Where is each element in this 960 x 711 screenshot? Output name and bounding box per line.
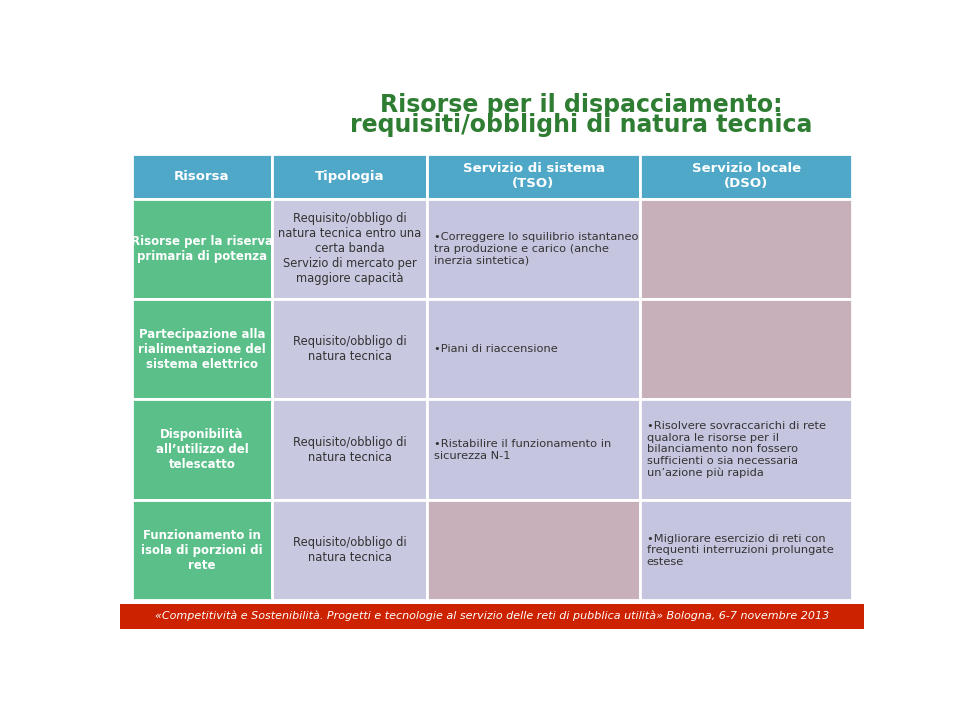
FancyBboxPatch shape xyxy=(427,198,639,299)
FancyBboxPatch shape xyxy=(273,400,427,500)
FancyBboxPatch shape xyxy=(132,198,273,299)
FancyBboxPatch shape xyxy=(132,500,273,601)
Text: Requisito/obbligo di
natura tecnica: Requisito/obbligo di natura tecnica xyxy=(293,436,406,464)
FancyBboxPatch shape xyxy=(639,299,852,400)
Text: Servizio di sistema
(TSO): Servizio di sistema (TSO) xyxy=(463,162,605,190)
FancyBboxPatch shape xyxy=(120,604,864,629)
FancyBboxPatch shape xyxy=(273,500,427,601)
FancyBboxPatch shape xyxy=(132,154,273,198)
Text: Funzionamento in
isola di porzioni di
rete: Funzionamento in isola di porzioni di re… xyxy=(141,529,263,572)
Text: •Ristabilire il funzionamento in
sicurezza N-1: •Ristabilire il funzionamento in sicurez… xyxy=(434,439,612,461)
Text: Servizio locale
(DSO): Servizio locale (DSO) xyxy=(691,162,801,190)
Text: Partecipazione alla
rialimentazione del
sistema elettrico: Partecipazione alla rialimentazione del … xyxy=(138,328,266,370)
FancyBboxPatch shape xyxy=(273,299,427,400)
FancyBboxPatch shape xyxy=(273,154,427,198)
Text: Requisito/obbligo di
natura tecnica: Requisito/obbligo di natura tecnica xyxy=(293,536,406,565)
FancyBboxPatch shape xyxy=(427,500,639,601)
Text: «Competitività e Sostenibilità. Progetti e tecnologie al servizio delle reti di : «Competitività e Sostenibilità. Progetti… xyxy=(155,611,829,621)
Text: requisiti/obblighi di natura tecnica: requisiti/obblighi di natura tecnica xyxy=(350,112,812,137)
FancyBboxPatch shape xyxy=(132,400,273,500)
FancyBboxPatch shape xyxy=(273,198,427,299)
FancyBboxPatch shape xyxy=(639,198,852,299)
Text: Risorsa: Risorsa xyxy=(174,170,229,183)
Text: Requisito/obbligo di
natura tecnica: Requisito/obbligo di natura tecnica xyxy=(293,336,406,363)
Text: Risorse per il dispacciamento:: Risorse per il dispacciamento: xyxy=(380,93,782,117)
Text: Requisito/obbligo di
natura tecnica entro una
certa banda
Servizio di mercato pe: Requisito/obbligo di natura tecnica entr… xyxy=(278,213,421,285)
Text: •Piani di riaccensione: •Piani di riaccensione xyxy=(434,344,558,354)
Text: Tipologia: Tipologia xyxy=(315,170,384,183)
Text: •Correggere lo squilibrio istantaneo
tra produzione e carico (anche
inerzia sint: •Correggere lo squilibrio istantaneo tra… xyxy=(434,232,638,265)
FancyBboxPatch shape xyxy=(639,500,852,601)
FancyBboxPatch shape xyxy=(427,299,639,400)
Text: •Migliorare esercizio di reti con
frequenti interruzioni prolungate
estese: •Migliorare esercizio di reti con freque… xyxy=(647,534,833,567)
Text: •Risolvere sovraccarichi di rete
qualora le risorse per il
bilanciamento non fos: •Risolvere sovraccarichi di rete qualora… xyxy=(647,421,826,479)
FancyBboxPatch shape xyxy=(132,299,273,400)
FancyBboxPatch shape xyxy=(427,400,639,500)
FancyBboxPatch shape xyxy=(639,400,852,500)
FancyBboxPatch shape xyxy=(639,154,852,198)
Text: Disponibilità
all’utilizzo del
telescatto: Disponibilità all’utilizzo del telescatt… xyxy=(156,428,249,471)
Text: Risorse per la riserva
primaria di potenza: Risorse per la riserva primaria di poten… xyxy=(131,235,273,263)
FancyBboxPatch shape xyxy=(427,154,639,198)
